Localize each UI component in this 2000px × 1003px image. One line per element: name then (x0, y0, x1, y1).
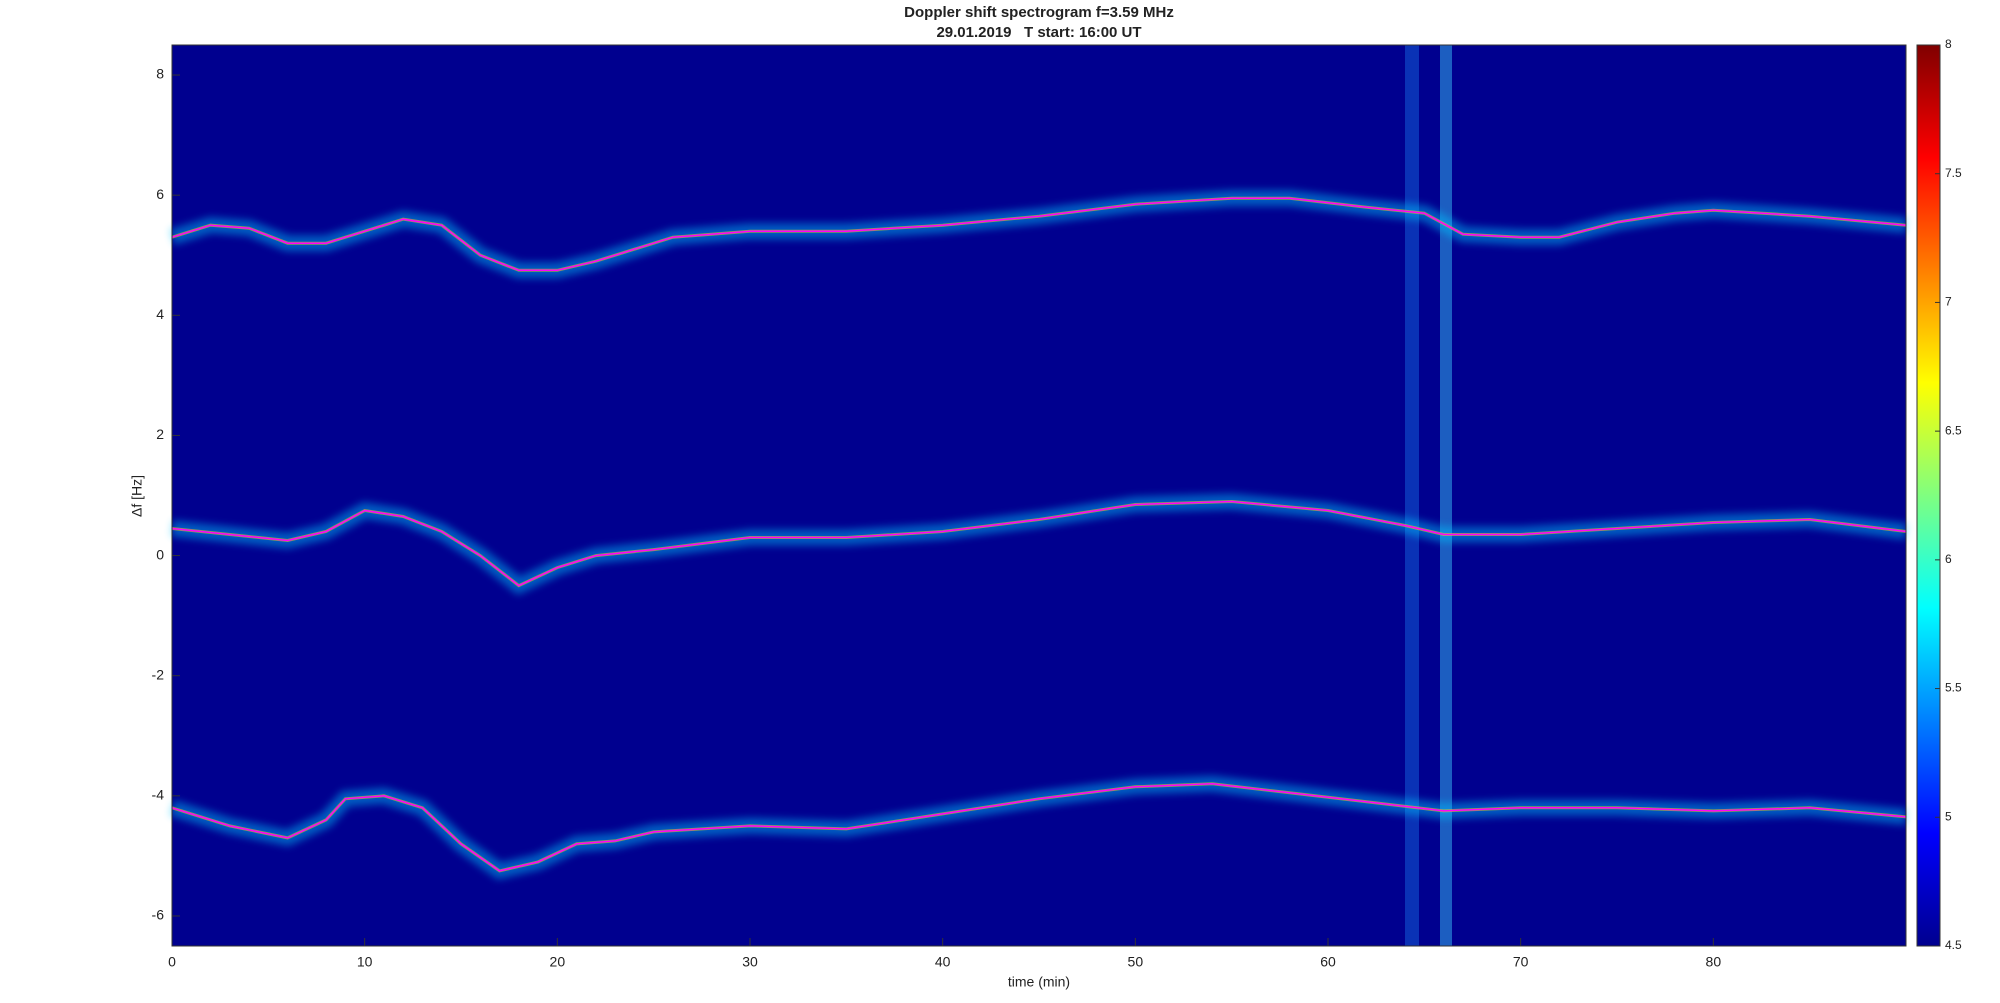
colorbar-tick-label: 6.5 (1945, 423, 1962, 437)
x-tick-label: 50 (1128, 954, 1144, 970)
x-tick-label: 40 (935, 954, 951, 970)
x-axis-label: time (min) (1008, 974, 1070, 990)
y-tick-label: 0 (156, 546, 164, 562)
y-tick-label: -2 (152, 666, 165, 682)
interference-stripe (1405, 45, 1419, 946)
x-tick-label: 60 (1320, 954, 1336, 970)
y-tick-label: 4 (156, 306, 164, 322)
y-tick-label: -6 (152, 907, 165, 923)
colorbar-tick-label: 8 (1945, 37, 1952, 51)
plot-area (169, 45, 1907, 946)
y-axis-label: Δf [Hz] (129, 475, 145, 517)
y-tick-label: 8 (156, 66, 164, 82)
trace-line (171, 500, 1907, 587)
colorbar-tick-label: 7 (1945, 295, 1952, 309)
y-tick-label: -4 (152, 787, 165, 803)
trace-line (171, 197, 1907, 272)
x-tick-label: 20 (550, 954, 566, 970)
y-tick-label: 2 (156, 426, 164, 442)
chart-title: Doppler shift spectrogram f=3.59 MHz (904, 4, 1174, 21)
axes-frame (171, 44, 1907, 947)
colorbar (1916, 44, 1941, 947)
x-tick-label: 0 (168, 954, 176, 970)
x-tick-label: 70 (1513, 954, 1529, 970)
y-tick-label: 6 (156, 186, 164, 202)
interference-stripe (1440, 45, 1452, 946)
colorbar-tick-label: 5 (1945, 809, 1952, 823)
colorbar-tick-label: 4.5 (1945, 938, 1962, 952)
x-tick-label: 80 (1706, 954, 1722, 970)
colorbar-tick-label: 5.5 (1945, 681, 1962, 695)
x-tick-label: 30 (742, 954, 758, 970)
colorbar-tick-label: 6 (1945, 552, 1952, 566)
colorbar-tick-label: 7.5 (1945, 166, 1962, 180)
x-tick-label: 10 (357, 954, 373, 970)
trace-line (171, 783, 1907, 872)
chart-subtitle: 29.01.2019 T start: 16:00 UT (936, 24, 1141, 41)
